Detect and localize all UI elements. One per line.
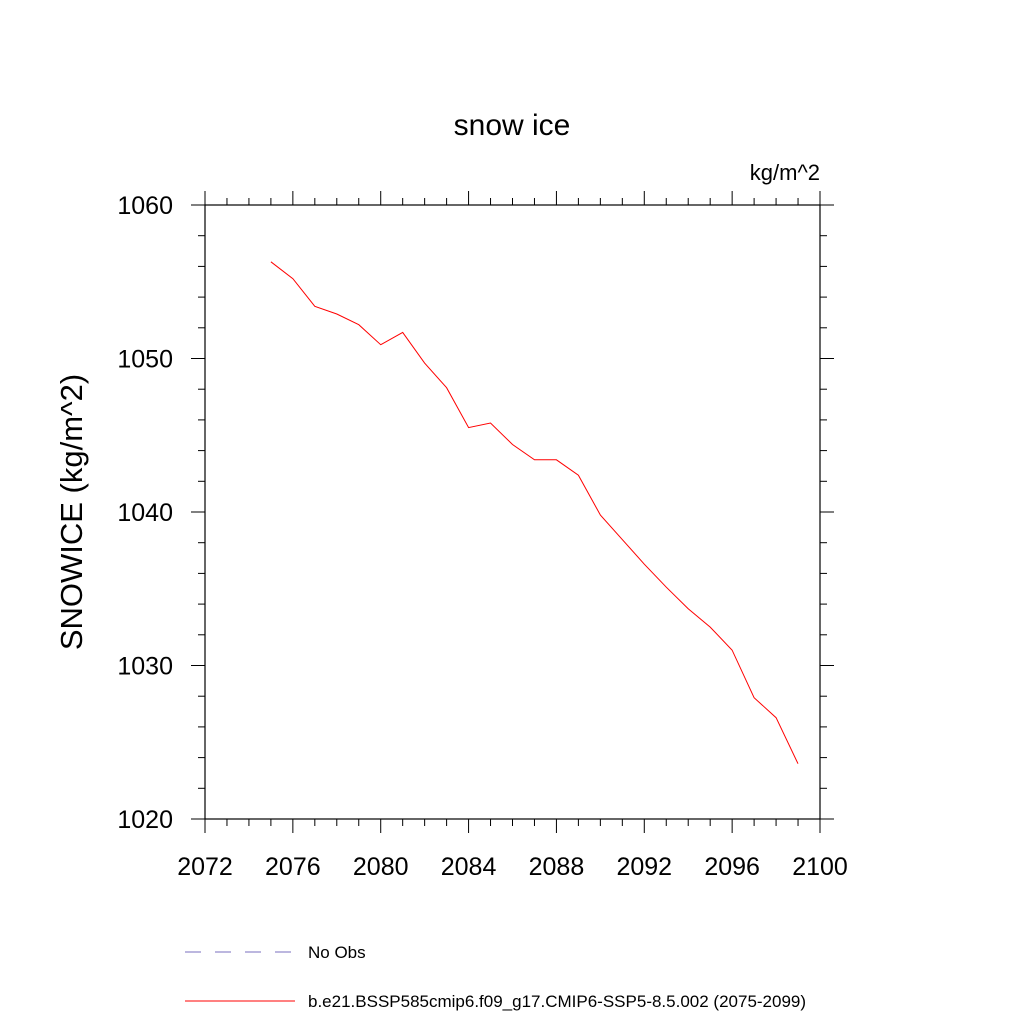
y-tick-label: 1020 <box>117 806 173 834</box>
x-tick-label: 2072 <box>177 853 233 881</box>
y-tick-label: 1060 <box>117 192 173 220</box>
legend: No Obs b.e21.BSSP585cmip6.f09_g17.CMIP6-… <box>185 943 806 1011</box>
units-label: kg/m^2 <box>750 160 820 185</box>
y-tick-label: 1030 <box>117 653 173 681</box>
chart-title: snow ice <box>454 109 571 142</box>
x-tick-label: 2076 <box>265 853 321 881</box>
axis-ticks <box>191 191 834 833</box>
x-tick-label: 2096 <box>704 853 760 881</box>
x-tick-label: 2088 <box>529 853 585 881</box>
x-tick-label: 2092 <box>616 853 672 881</box>
series-line <box>270 261 799 764</box>
x-tick-label: 2100 <box>792 853 848 881</box>
x-tick-labels: 2072 2076 2080 2084 2088 2092 2096 2100 <box>177 853 848 881</box>
y-axis-label: SNOWICE (kg/m^2) <box>54 374 89 650</box>
legend-label-model: b.e21.BSSP585cmip6.f09_g17.CMIP6-SSP5-8.… <box>308 992 806 1011</box>
y-tick-label: 1050 <box>117 346 173 374</box>
series-lines <box>270 261 799 764</box>
y-tick-labels: 1020 1030 1040 1050 1060 <box>117 192 173 834</box>
plot-frame <box>204 204 821 820</box>
x-tick-label: 2080 <box>353 853 409 881</box>
y-tick-label: 1040 <box>117 499 173 527</box>
legend-label-no-obs: No Obs <box>308 943 366 962</box>
x-tick-label: 2084 <box>441 853 497 881</box>
